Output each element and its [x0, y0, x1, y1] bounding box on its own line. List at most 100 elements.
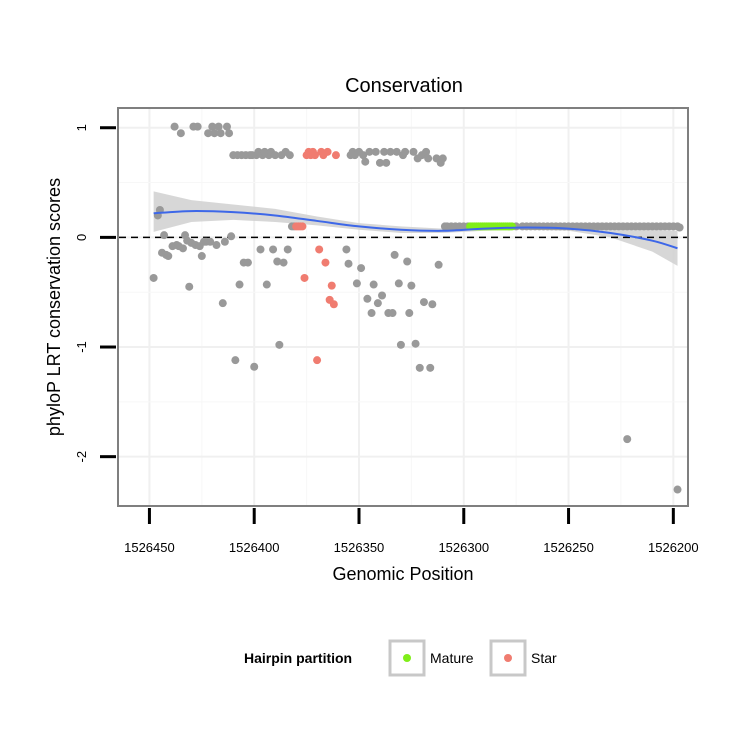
point-star [315, 245, 324, 254]
y-axis-label: phyloP LRT conservation scores [44, 178, 64, 436]
x-axis-label: Genomic Position [332, 564, 473, 584]
x-tick-label: 1526300 [438, 540, 489, 555]
point-other [225, 129, 234, 138]
point-other [273, 257, 282, 266]
point-other [419, 298, 428, 307]
point-other [365, 147, 374, 156]
point-other [197, 252, 206, 261]
legend: Hairpin partition Mature Star [244, 639, 557, 677]
point-other [426, 363, 435, 372]
point-other [388, 309, 397, 318]
point-other [363, 294, 372, 303]
data-points [149, 122, 684, 494]
point-other [212, 241, 221, 250]
point-other [422, 147, 431, 156]
y-axis: 1 0 -1 -2 [74, 124, 116, 462]
x-tick-label: 1526250 [543, 540, 594, 555]
confidence-band-area [153, 191, 678, 266]
point-other [269, 245, 278, 254]
chart-title: Conservation [345, 75, 463, 97]
point-star [313, 356, 322, 365]
point-other [164, 252, 173, 261]
point-other [204, 129, 213, 138]
confidence-band [153, 191, 678, 266]
point-other [271, 151, 280, 160]
point-other [405, 309, 414, 318]
point-other [369, 280, 378, 289]
legend-mature-dot [403, 654, 411, 662]
point-other [428, 300, 437, 309]
y-tick-label: 1 [74, 124, 89, 131]
point-other [216, 129, 225, 138]
point-other [382, 158, 391, 167]
point-other [160, 231, 169, 240]
smooth-trend-line [153, 210, 678, 250]
point-other [176, 129, 185, 138]
point-other [359, 151, 368, 160]
point-other [220, 237, 229, 246]
point-other [275, 340, 284, 349]
x-tick-label: 1526450 [124, 540, 175, 555]
point-star [310, 151, 319, 160]
point-other [344, 259, 353, 268]
point-other [415, 363, 424, 372]
point-mature [507, 222, 516, 231]
point-other [218, 299, 227, 308]
point-other [371, 147, 380, 156]
point-other [231, 356, 240, 365]
point-other [208, 122, 217, 131]
point-other [392, 147, 401, 156]
point-other [403, 257, 412, 266]
point-other [193, 122, 202, 131]
point-other [373, 299, 382, 308]
point-other [149, 273, 158, 282]
point-star [298, 222, 307, 231]
point-other [375, 158, 384, 167]
y-tick-label: -2 [74, 451, 89, 463]
point-star [300, 273, 309, 282]
point-star [323, 147, 332, 156]
point-other [434, 260, 443, 269]
point-other [438, 154, 447, 163]
point-other [367, 309, 376, 318]
point-other [185, 282, 194, 291]
x-tick-label: 1526400 [229, 540, 280, 555]
point-other [378, 291, 387, 300]
point-star [327, 281, 336, 290]
point-other [243, 258, 252, 267]
point-other [235, 280, 244, 289]
legend-star-dot [504, 654, 512, 662]
legend-label-star: Star [531, 650, 557, 666]
point-other [279, 258, 288, 267]
point-other [424, 154, 433, 163]
y-tick-label: -1 [74, 341, 89, 353]
point-other [206, 237, 215, 246]
point-other [170, 122, 179, 131]
point-other [394, 279, 403, 288]
point-other [409, 147, 418, 156]
point-other [401, 147, 410, 156]
point-other [342, 245, 351, 254]
point-other [210, 129, 219, 138]
point-other [178, 244, 187, 253]
point-other [673, 485, 682, 494]
point-other [361, 157, 370, 166]
x-tick-label: 1526350 [334, 540, 385, 555]
point-other [380, 147, 389, 156]
point-star [329, 300, 338, 309]
point-other [352, 279, 361, 288]
point-other [285, 151, 294, 160]
y-tick-label: 0 [74, 234, 89, 241]
point-star [321, 258, 330, 267]
point-other [222, 122, 231, 131]
x-axis: 1526450 1526400 1526350 1526300 1526250 15262… [124, 508, 699, 555]
point-other [283, 245, 292, 254]
point-other [357, 264, 366, 273]
x-tick-label: 1526200 [648, 540, 699, 555]
point-star [331, 151, 340, 160]
point-other [396, 340, 405, 349]
point-other [623, 435, 632, 444]
plot-panel [117, 107, 689, 507]
point-other [250, 362, 259, 371]
